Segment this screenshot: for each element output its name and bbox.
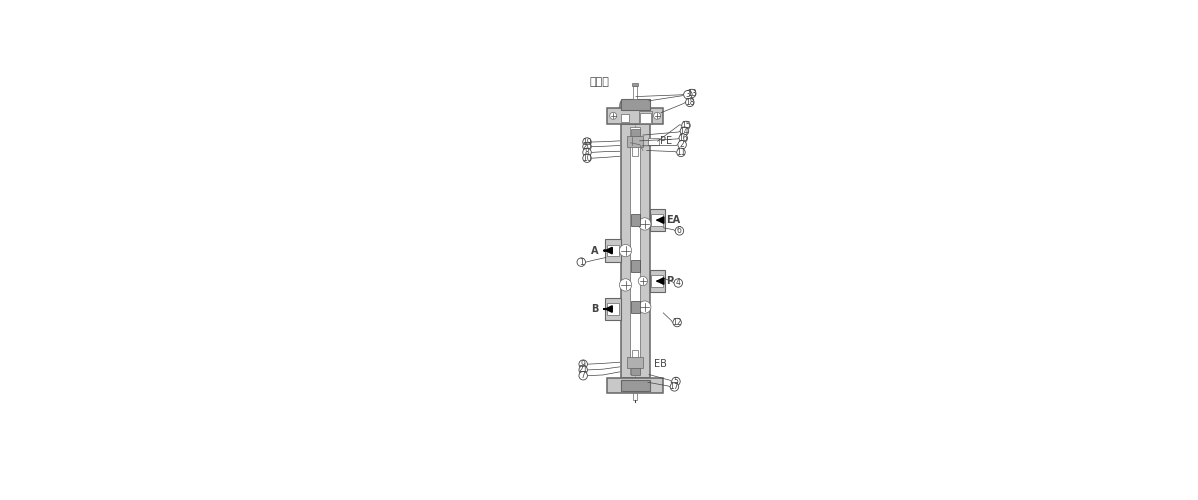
Circle shape xyxy=(680,127,689,136)
Text: 15: 15 xyxy=(682,121,691,130)
Bar xyxy=(622,114,629,122)
Circle shape xyxy=(577,258,586,266)
Bar xyxy=(633,83,637,86)
Text: P: P xyxy=(666,276,673,286)
Text: 5: 5 xyxy=(673,377,678,386)
Bar xyxy=(640,113,651,123)
Text: 17: 17 xyxy=(670,382,679,392)
Bar xyxy=(651,276,664,287)
Text: 4: 4 xyxy=(676,278,680,287)
Text: B: B xyxy=(591,304,598,314)
Circle shape xyxy=(679,134,688,142)
Bar xyxy=(607,245,619,256)
Bar xyxy=(630,128,640,374)
Bar xyxy=(630,214,640,226)
Bar xyxy=(628,136,643,146)
Circle shape xyxy=(582,148,592,156)
Bar xyxy=(621,380,649,391)
Text: 7: 7 xyxy=(581,371,586,380)
Text: 19: 19 xyxy=(582,138,592,146)
Bar xyxy=(630,301,640,314)
Text: 3: 3 xyxy=(685,90,690,99)
Circle shape xyxy=(610,112,617,119)
Circle shape xyxy=(579,360,587,368)
Circle shape xyxy=(685,98,694,106)
Bar xyxy=(605,298,621,320)
Circle shape xyxy=(672,377,680,386)
Circle shape xyxy=(673,318,682,326)
Circle shape xyxy=(619,244,631,256)
Text: 18: 18 xyxy=(685,98,695,107)
Circle shape xyxy=(619,279,631,291)
Text: 2: 2 xyxy=(679,140,684,149)
Bar xyxy=(621,98,649,110)
Text: 1: 1 xyxy=(579,258,583,266)
Text: 8: 8 xyxy=(585,148,589,157)
Circle shape xyxy=(579,366,587,374)
Text: 6: 6 xyxy=(677,226,682,235)
Text: 10: 10 xyxy=(582,154,592,162)
Bar xyxy=(605,240,621,262)
Text: 11: 11 xyxy=(676,148,685,157)
Bar xyxy=(630,260,640,272)
Bar xyxy=(607,378,662,393)
Text: 13: 13 xyxy=(686,89,696,98)
Bar xyxy=(628,357,643,368)
Text: 14: 14 xyxy=(679,126,689,136)
Circle shape xyxy=(678,140,686,149)
Bar xyxy=(633,146,639,156)
Bar xyxy=(633,350,639,357)
Circle shape xyxy=(684,90,692,99)
Circle shape xyxy=(582,138,592,146)
Circle shape xyxy=(582,142,592,151)
Text: 9: 9 xyxy=(581,360,586,368)
Bar xyxy=(649,270,665,292)
Circle shape xyxy=(639,301,651,314)
Bar xyxy=(607,108,662,124)
Text: EB: EB xyxy=(654,359,667,369)
Circle shape xyxy=(677,148,685,156)
Bar xyxy=(651,214,664,226)
Circle shape xyxy=(582,154,592,162)
Circle shape xyxy=(674,279,683,287)
Text: 12: 12 xyxy=(672,318,682,327)
Bar xyxy=(630,129,640,136)
Text: PE: PE xyxy=(660,136,672,146)
Bar xyxy=(607,303,619,315)
Circle shape xyxy=(676,226,684,235)
Bar xyxy=(634,393,637,400)
Bar xyxy=(621,124,649,378)
Text: 16: 16 xyxy=(678,134,688,142)
Circle shape xyxy=(654,112,660,119)
Bar xyxy=(634,86,637,99)
Bar xyxy=(649,209,665,231)
Circle shape xyxy=(682,121,690,130)
Circle shape xyxy=(579,372,587,380)
Circle shape xyxy=(670,382,678,391)
Circle shape xyxy=(639,218,651,230)
Text: 21: 21 xyxy=(579,366,588,374)
Circle shape xyxy=(639,276,647,285)
Text: EA: EA xyxy=(666,215,680,225)
Polygon shape xyxy=(617,101,621,124)
Text: A: A xyxy=(591,246,598,256)
Bar xyxy=(639,111,653,124)
Bar xyxy=(630,368,640,375)
Text: 20: 20 xyxy=(582,142,592,151)
Circle shape xyxy=(688,90,696,98)
Text: 復帰時: 復帰時 xyxy=(589,78,610,88)
Bar xyxy=(648,138,659,144)
